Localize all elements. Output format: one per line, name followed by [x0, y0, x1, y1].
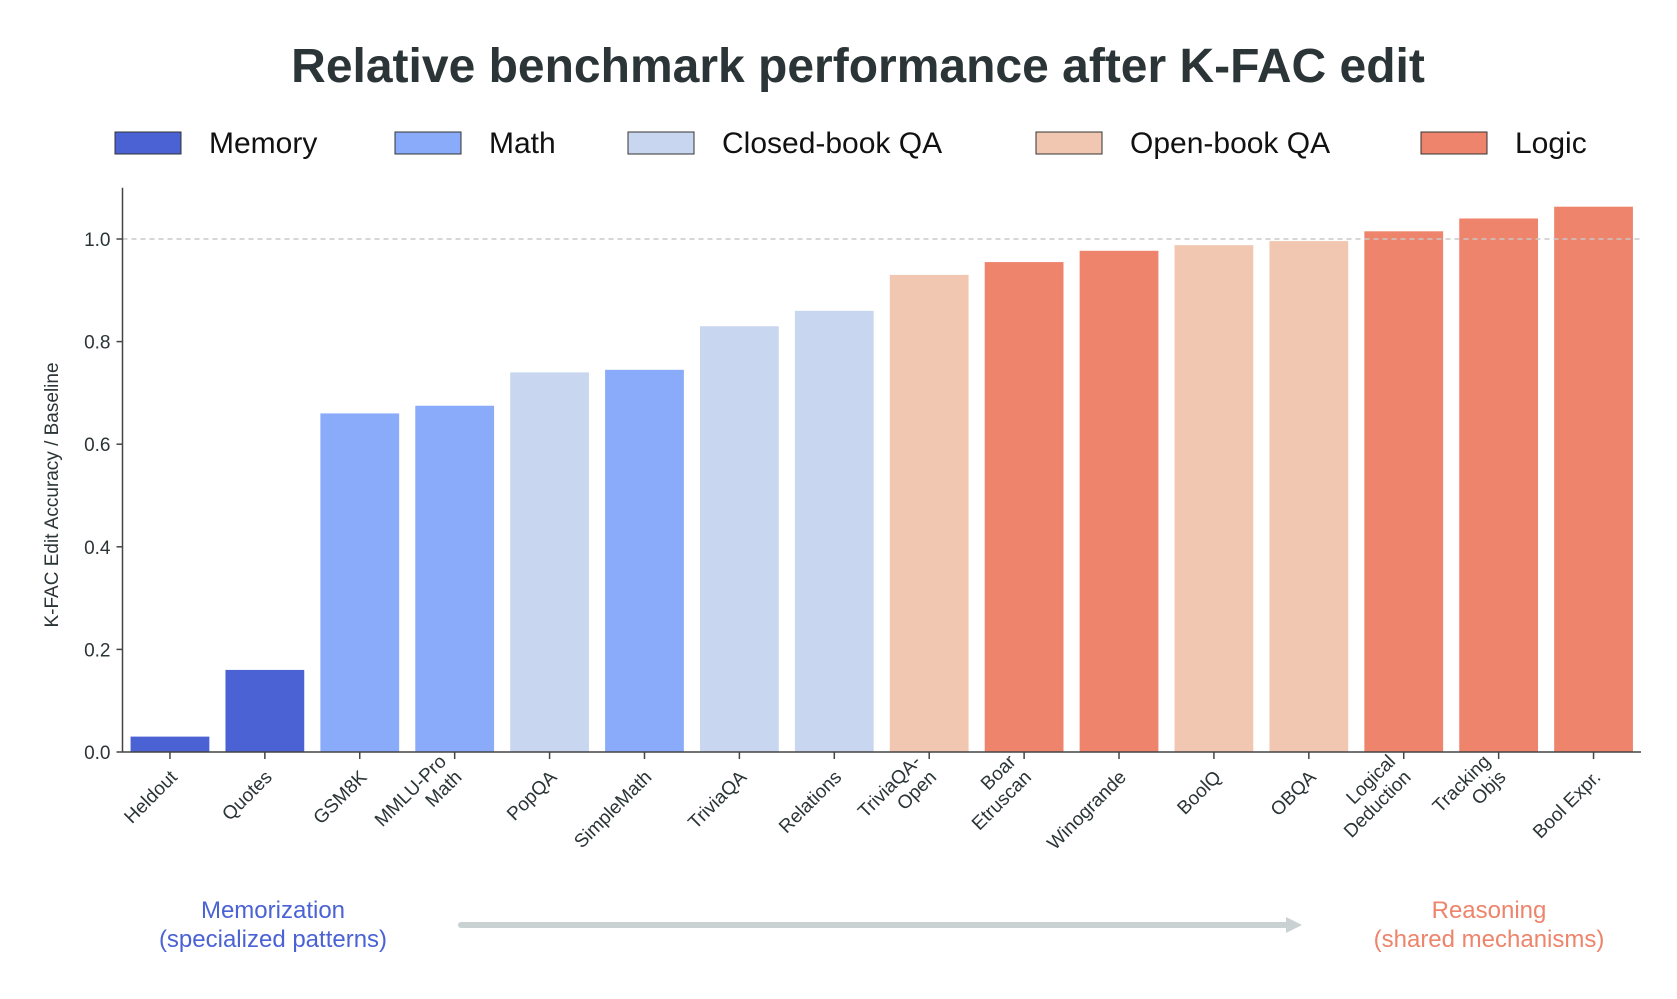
legend-swatch — [1420, 131, 1488, 155]
legend-label: Math — [489, 127, 556, 160]
bar — [1174, 245, 1254, 752]
x-tick-label-line: OBQA — [1267, 767, 1321, 821]
x-tick-label: GSM8K — [310, 767, 372, 829]
x-tick-label-line: Bool Expr. — [1529, 767, 1605, 843]
bar — [510, 372, 589, 752]
legend-swatch — [394, 131, 462, 155]
bar — [1364, 231, 1444, 752]
x-tick-label: TriviaQA — [685, 767, 752, 834]
bar — [1269, 241, 1349, 752]
y-tick-label: 1.0 — [84, 230, 110, 251]
bar — [320, 413, 400, 752]
legend-item: Memory — [114, 127, 317, 160]
y-tick-label: 0.4 — [84, 538, 111, 559]
x-tick-label-line: GSM8K — [310, 767, 372, 829]
x-tick-label-line: Relations — [775, 767, 846, 838]
legend-item: Math — [394, 127, 556, 160]
x-tick-label: Winogrande — [1043, 767, 1130, 854]
chart-title: Relative benchmark performance after K-F… — [291, 40, 1425, 93]
x-tick-label: BoolQ — [1174, 767, 1226, 819]
legend-label: Closed-book QA — [722, 127, 942, 160]
x-tick-label-line: SimpleMath — [570, 767, 656, 853]
legend-swatch — [627, 131, 695, 155]
x-tick-label: Quotes — [218, 767, 276, 825]
legend-swatch — [1035, 131, 1103, 155]
bar — [415, 405, 495, 752]
memorization-label: Memorization — [201, 897, 345, 924]
bar — [605, 369, 684, 752]
x-tick-label: TriviaQA-Open — [854, 751, 941, 838]
bar — [225, 669, 305, 752]
x-tick-label-line: PopQA — [503, 767, 561, 825]
bar — [700, 326, 779, 752]
x-tick-label: Relations — [775, 767, 846, 838]
reasoning-label: Reasoning — [1432, 897, 1547, 924]
x-tick-label-line: BoolQ — [1174, 767, 1226, 819]
x-tick-label-line: Quotes — [218, 767, 276, 825]
x-tick-label: MMLU-ProMath — [371, 751, 466, 846]
x-tick-label-line: Winogrande — [1043, 767, 1130, 854]
x-tick-label: OBQA — [1267, 767, 1321, 821]
reasoning-sublabel: (shared mechanisms) — [1374, 926, 1605, 953]
bar — [984, 262, 1064, 752]
legend-label: Logic — [1515, 127, 1587, 160]
x-tick-label: PopQA — [503, 767, 561, 825]
axes: 0.0 0.2 0.4 0.6 0.8 1.0 — [84, 187, 1641, 764]
y-tick-label: 0.0 — [84, 743, 110, 764]
legend-label: Memory — [209, 127, 317, 160]
legend-item: Closed-book QA — [627, 127, 942, 160]
bar — [889, 274, 969, 752]
legend-item: Open-book QA — [1035, 127, 1330, 160]
x-tick-label: LogicalDeduction — [1325, 751, 1416, 842]
bar — [1079, 250, 1159, 752]
y-axis-label: K-FAC Edit Accuracy / Baseline — [42, 362, 63, 627]
x-tick-label: SimpleMath — [570, 767, 656, 853]
x-tick-label-line: Heldout — [121, 766, 183, 828]
x-tick-label: TrackingObjs — [1429, 751, 1510, 832]
x-tick-label: BoarEtruscan — [952, 751, 1036, 835]
bar — [794, 310, 874, 752]
x-tick-label-line: TriviaQA — [685, 767, 752, 834]
bars — [130, 206, 1633, 753]
arrow-head — [1286, 917, 1302, 933]
x-tick-label: Heldout — [121, 766, 183, 828]
memorization-sublabel: (specialized patterns) — [159, 926, 387, 953]
bar — [130, 736, 210, 752]
legend: Memory Math Closed-book QA Open-book QA Logi… — [114, 127, 1587, 160]
legend-label: Open-book QA — [1130, 127, 1330, 160]
legend-item: Logic — [1420, 127, 1587, 160]
x-tick-labels: Heldout Quotes GSM8K MMLU-ProMath PopQA Simpl… — [121, 751, 1606, 854]
y-tick-label: 0.6 — [84, 435, 110, 456]
bar — [1554, 206, 1633, 752]
y-tick-label: 0.2 — [84, 640, 110, 661]
y-tick-label: 0.8 — [84, 333, 110, 354]
x-tick-label: Bool Expr. — [1529, 767, 1605, 843]
bar — [1459, 218, 1539, 753]
legend-swatch — [114, 131, 182, 155]
